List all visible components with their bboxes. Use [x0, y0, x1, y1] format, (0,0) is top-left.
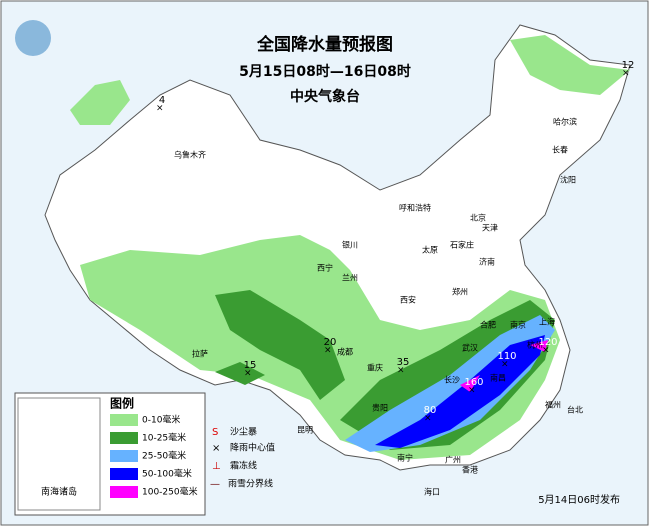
legend-swatch — [110, 468, 138, 480]
legend-label: 0-10毫米 — [142, 414, 180, 426]
legend-symbol-icon: — — [210, 479, 220, 490]
city-label: 福州 — [545, 401, 561, 410]
rain-center-mark: × — [424, 414, 432, 424]
city-label: 昆明 — [297, 426, 313, 435]
legend-label: 25-50毫米 — [142, 450, 186, 462]
inset-label: 南海诸岛 — [41, 486, 77, 498]
rain-center-mark: × — [468, 386, 476, 396]
rain-center-mark: × — [501, 360, 509, 370]
legend-symbol-label: 霜冻线 — [230, 460, 257, 472]
footer: 5月14日06时发布 — [538, 493, 620, 506]
city-label: 长沙 — [444, 375, 460, 385]
rain-center-mark: × — [397, 366, 405, 376]
legend-symbol-label: 沙尘暴 — [230, 427, 257, 438]
city-label: 南宁 — [397, 453, 413, 463]
legend-label: 100-250毫米 — [142, 486, 198, 498]
issuer: 中央气象台 — [290, 88, 360, 105]
city-label: 北京 — [470, 213, 486, 223]
city-label: 南京 — [510, 320, 526, 330]
title: 全国降水量预报图 — [256, 34, 393, 55]
rain-center-mark: × — [622, 69, 630, 79]
legend-symbol-icon: × — [212, 443, 220, 454]
period: 5月15日08时—16日08时 — [239, 63, 411, 80]
city-label: 哈尔滨 — [553, 117, 577, 127]
city-label: 沈阳 — [560, 175, 576, 185]
rain-center-value: 160 — [464, 377, 483, 388]
city-label: 香港 — [462, 465, 478, 475]
legend-swatch — [110, 486, 138, 498]
legend-title: 图例 — [110, 396, 134, 411]
city-label: 银川 — [342, 240, 358, 250]
rain-center-value: 4 — [159, 95, 165, 106]
legend-label: 10-25毫米 — [142, 432, 186, 444]
city-label: 石家庄 — [450, 240, 474, 250]
legend-symbol-label: 雨雪分界线 — [228, 478, 273, 490]
legend-symbol-icon: ⊥ — [212, 461, 221, 472]
city-label: 海口 — [424, 487, 440, 497]
city-label: 太原 — [422, 245, 438, 255]
city-label: 台北 — [567, 405, 583, 415]
city-label: 杭州 — [527, 340, 543, 350]
rain-areas — [70, 35, 630, 460]
rain-center-value: 80 — [424, 405, 437, 416]
city-label: 天津 — [482, 223, 498, 233]
legend-swatch — [110, 432, 138, 444]
rain-center-value: 12 — [622, 60, 635, 71]
rain-center-mark: × — [156, 104, 164, 114]
rain-center-mark: × — [324, 346, 332, 356]
rain-center-value: 120 — [538, 337, 557, 348]
city-label: 郑州 — [452, 287, 468, 297]
logo — [15, 20, 51, 56]
city-label: 重庆 — [367, 363, 383, 373]
city-label: 广州 — [445, 455, 461, 465]
city-label: 上海 — [539, 317, 555, 327]
rain-center-mark: × — [542, 346, 550, 356]
city-label: 合肥 — [480, 320, 496, 330]
city-label: 武汉 — [462, 343, 478, 353]
city-label: 乌鲁木齐 — [174, 150, 206, 160]
legend-symbol-label: 降雨中心值 — [230, 442, 275, 454]
city-label: 贵阳 — [372, 403, 388, 413]
rain-center-value: 20 — [324, 337, 337, 348]
city-label: 兰州 — [342, 273, 358, 283]
city-label: 长春 — [552, 145, 568, 155]
rain-center-value: 35 — [397, 357, 410, 368]
rain-center-mark: × — [244, 369, 252, 379]
legend-swatch — [110, 414, 138, 426]
rain-center-value: 110 — [497, 351, 516, 362]
city-label: 西宁 — [317, 263, 333, 273]
rain-center-value: 15 — [244, 360, 257, 371]
city-label: 南昌 — [490, 373, 506, 383]
city-label: 济南 — [479, 257, 495, 267]
city-label: 呼和浩特 — [399, 203, 431, 213]
legend-symbol-icon: S — [212, 427, 218, 438]
city-label: 拉萨 — [192, 349, 208, 359]
city-label: 成都 — [337, 347, 353, 357]
city-label: 西安 — [400, 295, 416, 305]
legend-label: 50-100毫米 — [142, 468, 192, 480]
legend-swatch — [110, 450, 138, 462]
